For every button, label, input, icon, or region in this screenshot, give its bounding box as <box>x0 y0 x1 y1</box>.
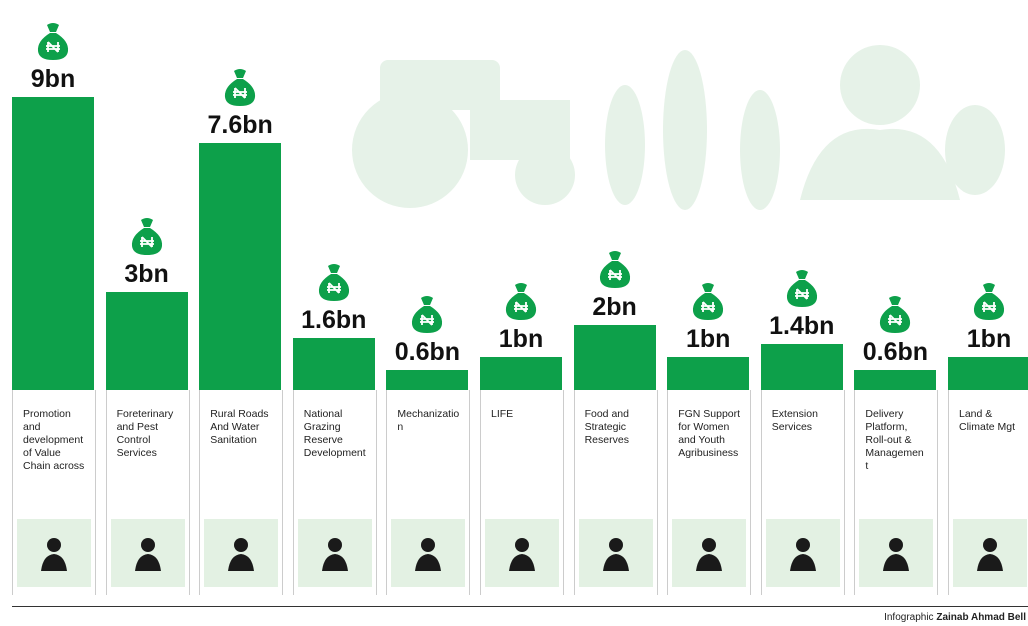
value-label: 1.6bn <box>283 306 385 335</box>
infographic: Infographic Zainab Ahmad Bell 9bn Promoti… <box>0 0 1028 626</box>
category-panel: Foreterinary and Pest Control Services <box>106 390 190 595</box>
money-bag-icon <box>129 216 165 261</box>
category-panel: FGN Support for Women and Youth Agribusi… <box>667 390 751 595</box>
category-icon <box>391 519 465 587</box>
bar <box>667 357 749 390</box>
category-label: Mechanization <box>397 408 461 434</box>
category-panel: Mechanization <box>386 390 470 595</box>
category-icon <box>485 519 559 587</box>
category-label: National Grazing Reserve Development <box>304 408 368 460</box>
credit-label: Infographic <box>884 612 933 623</box>
money-bag-icon <box>971 281 1007 326</box>
category-icon <box>17 519 91 587</box>
category-icon <box>204 519 278 587</box>
value-label: 0.6bn <box>376 338 478 367</box>
category-icon <box>953 519 1027 587</box>
category-label: Foreterinary and Pest Control Services <box>117 408 181 460</box>
bar <box>106 292 188 390</box>
value-label: 9bn <box>2 65 104 94</box>
category-panel: Food and Strategic Reserves <box>574 390 658 595</box>
category-label: Rural Roads And Water Sanitation <box>210 408 274 447</box>
category-icon <box>766 519 840 587</box>
category-icon <box>298 519 372 587</box>
value-label: 0.6bn <box>844 338 946 367</box>
category-panel: Promotion and development of Value Chain… <box>12 390 96 595</box>
credit: Infographic Zainab Ahmad Bell <box>884 612 1026 623</box>
category-panel: National Grazing Reserve Development <box>293 390 377 595</box>
category-panel: Extension Services <box>761 390 845 595</box>
category-label: FGN Support for Women and Youth Agribusi… <box>678 408 742 460</box>
category-label: Food and Strategic Reserves <box>585 408 649 447</box>
bar <box>386 370 468 390</box>
category-label: Promotion and development of Value Chain… <box>23 408 87 473</box>
value-label: 7.6bn <box>189 111 291 140</box>
bar <box>574 325 656 390</box>
value-label: 3bn <box>96 260 198 289</box>
category-icon <box>579 519 653 587</box>
money-bag-icon <box>784 268 820 313</box>
category-panel: Land & Climate Mgt <box>948 390 1028 595</box>
credit-name: Zainab Ahmad Bell <box>936 612 1026 623</box>
bar <box>761 344 843 390</box>
value-label: 1bn <box>938 325 1028 354</box>
category-icon <box>672 519 746 587</box>
category-label: Extension Services <box>772 408 836 434</box>
money-bag-icon <box>877 294 913 339</box>
money-bag-icon <box>316 262 352 307</box>
bar <box>480 357 562 390</box>
bar <box>948 357 1028 390</box>
value-label: 1bn <box>470 325 572 354</box>
bar <box>293 338 375 390</box>
category-icon <box>111 519 185 587</box>
value-label: 1.4bn <box>751 312 853 341</box>
category-label: Land & Climate Mgt <box>959 408 1023 434</box>
category-panel: LIFE <box>480 390 564 595</box>
category-panel: Delivery Platform, Roll-out & Managemen … <box>854 390 938 595</box>
bar <box>12 97 94 390</box>
money-bag-icon <box>409 294 445 339</box>
money-bag-icon <box>222 67 258 112</box>
bar <box>854 370 936 390</box>
money-bag-icon <box>690 281 726 326</box>
baseline-rule <box>12 606 1028 607</box>
value-label: 2bn <box>564 293 666 322</box>
category-label: LIFE <box>491 408 555 421</box>
value-label: 1bn <box>657 325 759 354</box>
money-bag-icon <box>35 21 71 66</box>
money-bag-icon <box>503 281 539 326</box>
category-label: Delivery Platform, Roll-out & Managemen … <box>865 408 929 473</box>
bar <box>199 143 281 390</box>
category-panel: Rural Roads And Water Sanitation <box>199 390 283 595</box>
category-icon <box>859 519 933 587</box>
money-bag-icon <box>597 249 633 294</box>
